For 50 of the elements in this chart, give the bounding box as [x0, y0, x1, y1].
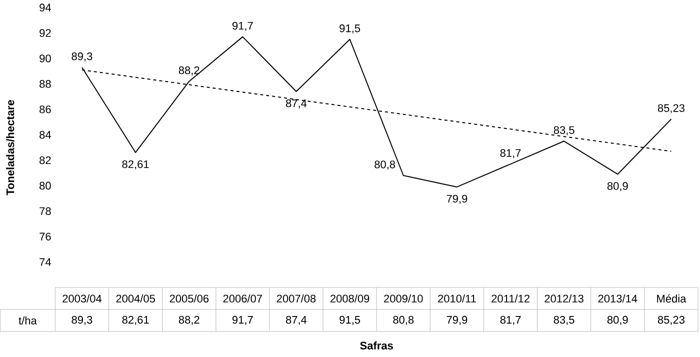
text: 89,3 [72, 52, 92, 62]
text: 80,8 [374, 160, 396, 170]
y-tick-label: 74 [40, 258, 51, 266]
x-tick-label: 2010/11 [438, 294, 476, 302]
text: 83,5 [554, 126, 574, 136]
x-tick-label: 2005/06 [170, 294, 209, 302]
y-tick-label: 84 [40, 130, 51, 138]
y-tick-label: 92 [40, 28, 51, 37]
text: 80,9 [607, 182, 628, 191]
x-axis-title: Safras [360, 341, 393, 350]
data-label: 89,3 [72, 316, 92, 325]
x-tick-label: 2011/12 [492, 294, 530, 302]
x-tick-label: Média [657, 294, 686, 302]
x-tick-label: 2007/08 [276, 294, 316, 302]
data-label: 82,61 [122, 316, 149, 325]
text: 81,7 [500, 148, 521, 158]
text: 91,5 [340, 24, 360, 34]
data-label: 87,4 [286, 316, 307, 325]
text: t/ha [18, 316, 37, 324]
text: 88,2 [178, 66, 200, 76]
data-label: 88,2 [178, 316, 200, 325]
x-tick-label: 2008/09 [330, 294, 370, 302]
x-tick-label: 2013/14 [598, 294, 638, 302]
y-axis-title: Toneladas/hectare [6, 100, 14, 196]
y-tick-label: 76 [40, 232, 51, 240]
x-tick-label: 2006/07 [223, 294, 262, 302]
data-label: 85,23 [658, 316, 684, 325]
y-tick-label: 82 [40, 156, 51, 164]
x-tick-label: 2012/13 [544, 294, 584, 302]
x-tick-label: 2009/10 [384, 294, 423, 302]
data-label: 91,7 [232, 316, 253, 325]
y-tick-label: 86 [40, 105, 51, 114]
data-label: 81,7 [500, 316, 521, 325]
text: 85,23 [658, 104, 684, 114]
data-label: 80,9 [607, 316, 628, 325]
text: 82,61 [122, 160, 149, 170]
text: 87,4 [286, 99, 307, 108]
y-tick-label: 88 [40, 80, 51, 88]
x-tick-label: 2004/05 [116, 294, 155, 302]
y-tick-label: 90 [40, 54, 51, 62]
text: 79,9 [446, 194, 468, 204]
data-label: 83,5 [554, 316, 574, 325]
data-label: 79,9 [446, 316, 468, 325]
y-tick-label: 94 [40, 3, 51, 12]
text: 91,7 [232, 22, 253, 31]
data-label: 91,5 [340, 316, 360, 325]
y-tick-label: 80 [40, 182, 51, 190]
y-tick-label: 78 [40, 207, 51, 215]
x-tick-label: 2003/04 [62, 294, 102, 302]
data-label: 80,8 [393, 316, 414, 325]
